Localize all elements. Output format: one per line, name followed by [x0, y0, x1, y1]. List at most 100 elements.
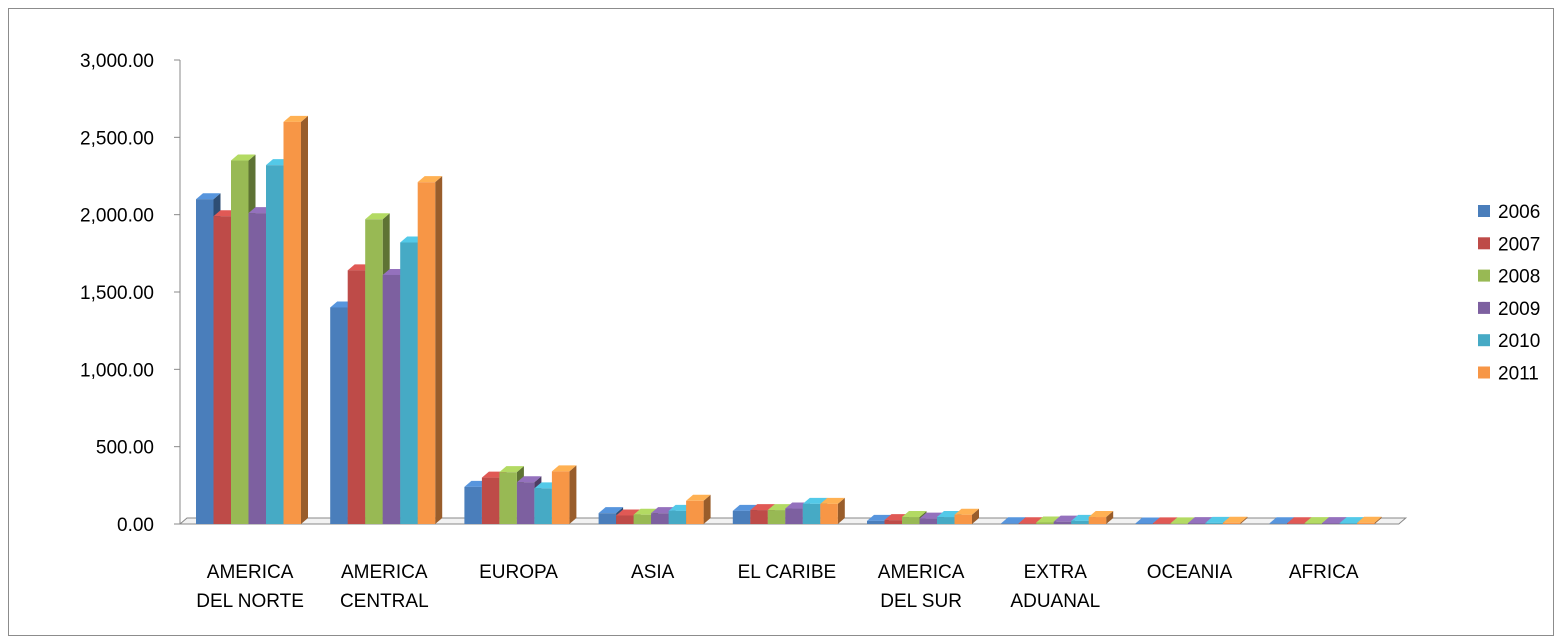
bar: [1152, 523, 1171, 524]
bar: [1001, 523, 1019, 524]
bar: [651, 513, 669, 524]
bar: [598, 513, 617, 524]
bar: [400, 242, 418, 525]
legend-swatch: [1478, 237, 1490, 250]
y-tick-label: 2,000.00: [80, 206, 154, 227]
bar-top: [1205, 516, 1230, 523]
bar-top: [1222, 516, 1248, 523]
bar-top: [499, 466, 524, 473]
bar: [551, 471, 570, 524]
bar: [1071, 520, 1089, 524]
bar-top: [365, 213, 390, 220]
bar: [382, 274, 401, 524]
bar: [616, 515, 634, 524]
bar: [231, 160, 249, 525]
bar: [732, 510, 751, 524]
category-label: CENTRAL: [340, 591, 429, 612]
bar: [1304, 523, 1323, 524]
legend-label: 2010: [1498, 331, 1540, 352]
bar: [248, 213, 266, 524]
legend-label: 2008: [1498, 267, 1540, 288]
bar: [937, 517, 955, 524]
bar-side: [435, 176, 443, 525]
bar-top: [750, 504, 775, 511]
bar-side: [837, 497, 845, 524]
category-label: ASIA: [631, 562, 675, 583]
legend-swatch: [1478, 334, 1490, 347]
bar: [954, 514, 972, 524]
bar: [283, 121, 301, 524]
bar-top: [283, 115, 308, 122]
bar: [330, 307, 348, 524]
y-tick-label: 1,000.00: [80, 360, 154, 381]
bar: [1339, 523, 1358, 524]
bar: [1170, 523, 1188, 524]
bar-top: [1152, 517, 1178, 524]
bar: [266, 165, 284, 524]
bar-top: [1187, 517, 1213, 524]
bar: [902, 517, 920, 524]
bar-top: [551, 465, 577, 472]
bar: [1222, 522, 1241, 524]
bar: [516, 482, 535, 524]
bar: [196, 199, 214, 524]
bar: [1322, 523, 1340, 524]
bar: [1269, 523, 1288, 524]
bar: [867, 520, 885, 524]
bar-top: [820, 497, 845, 504]
bar: [750, 510, 768, 524]
bar: [686, 500, 704, 524]
category-label: AFRICA: [1289, 562, 1359, 583]
bar: [1205, 522, 1223, 524]
bar-top: [1170, 517, 1195, 524]
bar-top: [231, 154, 256, 161]
bar: [464, 486, 482, 524]
category-label: DEL SUR: [880, 591, 962, 612]
bar: [919, 518, 937, 524]
category-label: EL CARIBE: [738, 562, 837, 583]
bar-top: [516, 476, 542, 483]
bar-top: [1339, 517, 1365, 524]
bar: [534, 488, 552, 524]
legend-label: 2006: [1498, 202, 1540, 223]
bar: [213, 216, 231, 525]
category-label: AMERICA: [207, 562, 294, 583]
y-tick-label: 1,500.00: [80, 283, 154, 304]
bar-top: [902, 511, 927, 518]
bar: [633, 514, 652, 524]
bar-top: [196, 193, 221, 200]
y-tick-label: 500.00: [96, 438, 154, 459]
bar-top: [598, 507, 624, 514]
bar: [1053, 521, 1072, 524]
y-tick-label: 2,500.00: [80, 128, 154, 149]
bar: [1135, 523, 1153, 525]
legend-swatch: [1478, 269, 1490, 282]
bar: [802, 503, 821, 524]
bar-top: [1269, 517, 1295, 524]
bar: [884, 520, 902, 524]
y-tick-label: 0.00: [117, 515, 154, 536]
bar: [785, 508, 803, 524]
bar-top: [1322, 517, 1347, 524]
bar-top: [1088, 511, 1114, 518]
bar-top: [417, 176, 443, 183]
bar: [1018, 523, 1037, 524]
bar-top: [686, 494, 711, 501]
category-label: ADUANAL: [1010, 591, 1100, 612]
bar-top: [1357, 516, 1382, 523]
bar-top: [802, 497, 828, 504]
bar-side: [1240, 516, 1248, 524]
bar: [1088, 517, 1107, 524]
bar-top: [1287, 517, 1312, 524]
bar: [365, 219, 383, 524]
bar: [767, 510, 786, 524]
bar-top: [954, 508, 979, 515]
bar-side: [1106, 511, 1114, 524]
bar: [417, 182, 436, 525]
legend-label: 2009: [1498, 299, 1540, 320]
bar: [1287, 523, 1305, 524]
legend-label: 2007: [1498, 234, 1540, 255]
bar: [347, 270, 366, 524]
bar: [1187, 523, 1206, 524]
